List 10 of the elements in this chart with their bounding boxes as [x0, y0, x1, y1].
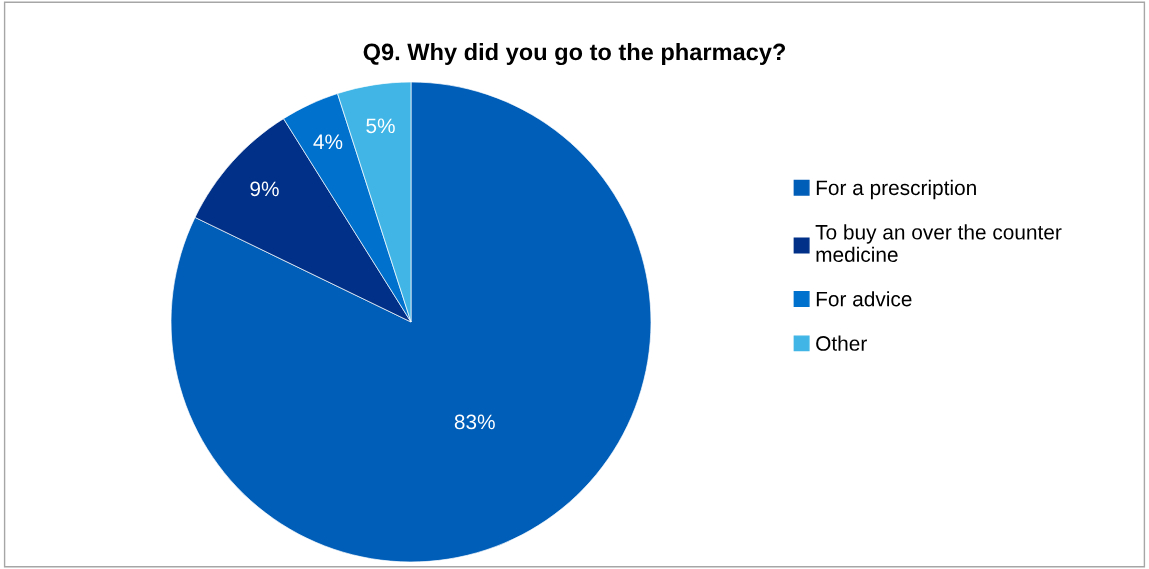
- data-label: 4%: [313, 134, 343, 150]
- chart-title: Q9. Why did you go to the pharmacy?: [363, 43, 786, 66]
- legend-label: For advice: [816, 291, 912, 307]
- data-label: 83%: [454, 414, 495, 430]
- data-label: 5%: [366, 118, 395, 134]
- legend-label: For a prescription: [816, 179, 976, 200]
- pie-slice: [170, 81, 652, 563]
- data-label: 9%: [250, 181, 279, 197]
- legend-label: To buy an over the counter medicine: [815, 224, 1062, 263]
- legend-label: Other: [816, 335, 867, 351]
